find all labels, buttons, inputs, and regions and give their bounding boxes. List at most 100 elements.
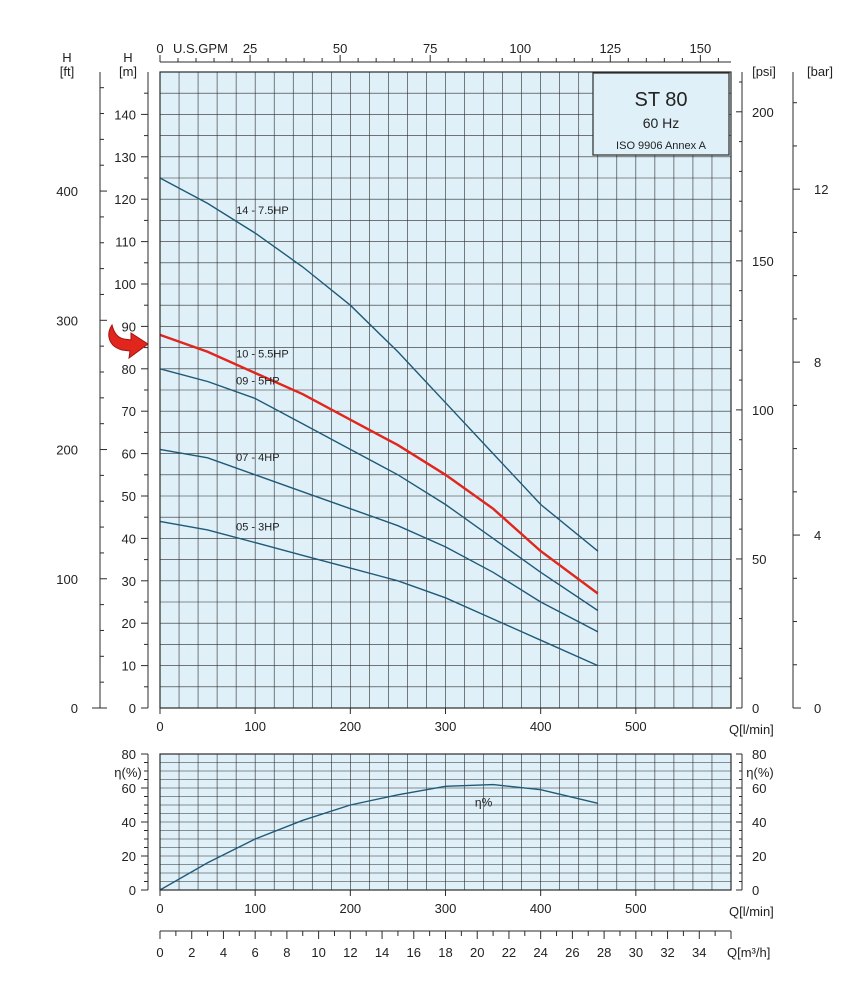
head-m-tick-label: 130: [114, 150, 136, 165]
head-m-tick-label: 10: [122, 659, 136, 674]
head-ft-tick-label: 0: [71, 701, 78, 716]
m3h-tick-label: 24: [533, 945, 547, 960]
m3h-tick-label: 34: [692, 945, 706, 960]
flow-lmin-axis-title-top: Q[l/min]: [729, 722, 774, 737]
tick-label-lmin: 0: [156, 719, 163, 734]
m3h-tick-label: 28: [597, 945, 611, 960]
head-m-tick-label: 30: [122, 574, 136, 589]
head-curve-1: [159, 333, 599, 595]
psi-tick-label: 0: [752, 701, 759, 716]
head-m-tick-label: 50: [122, 489, 136, 504]
flow-gpm-axis: 0 25 50 75 100 125 150: [156, 41, 731, 63]
head-curve-label-2: 09 - 5HP: [236, 376, 279, 388]
eff-left-tick-label: 0: [129, 883, 136, 898]
head-m-tick-label: 0: [129, 701, 136, 716]
eff-left-tick-label: 40: [122, 815, 136, 830]
m3h-tick-label: 4: [220, 945, 227, 960]
head-ft-axis-title: H: [62, 50, 71, 65]
tick-label-lmin: 500: [625, 901, 647, 916]
eff-right-tick-label: 60: [752, 781, 766, 796]
gpm-tick-label: 75: [423, 41, 437, 56]
head-ft-tick-label: 300: [56, 313, 78, 328]
head-ft-axis: 0 100 200 300 400: [56, 72, 107, 716]
tick-label-lmin: 300: [435, 719, 457, 734]
head-curves: [159, 177, 599, 667]
red-arrow-shape: [108, 323, 149, 360]
bar-axis-unit: [bar]: [807, 64, 833, 79]
m3h-tick-label: 8: [283, 945, 290, 960]
head-curve-2: [159, 368, 599, 612]
head-m-tick-label: 40: [122, 531, 136, 546]
tick-label-lmin: 500: [625, 719, 647, 734]
bar-tick-label: 12: [814, 182, 828, 197]
head-m-tick-label: 140: [114, 107, 136, 122]
efficiency-right-axis-title: η(%): [746, 765, 773, 780]
flow-m3h-axis-title: Q[m³/h]: [727, 945, 770, 960]
head-m-tick-label: 90: [122, 319, 136, 334]
head-curve-0: [159, 177, 599, 552]
tick-label-lmin: 0: [156, 901, 163, 916]
gpm-tick-label: 150: [690, 41, 712, 56]
gpm-tick-label: 25: [243, 41, 257, 56]
efficiency-plot: η%: [159, 753, 732, 891]
eff-right-tick-label: 40: [752, 815, 766, 830]
m3h-tick-label: 6: [252, 945, 259, 960]
efficiency-right-axis: 0 20 40 60 80: [736, 747, 766, 898]
m3h-tick-label: 20: [470, 945, 484, 960]
head-curve-label-4: 05 - 3HP: [236, 522, 279, 534]
flow-m3h-axis: 0 2 4 6 8 10 12 14 16 18 20 22 24 26 28 30 32 34: [156, 930, 732, 960]
head-ft-tick-label: 400: [56, 184, 78, 199]
title-box: ST 80 60 Hz ISO 9906 Annex A: [592, 72, 730, 156]
gpm-axis-title: U.S.GPM: [173, 41, 228, 56]
head-ft-tick-label: 200: [56, 443, 78, 458]
m3h-tick-label: 16: [407, 945, 421, 960]
flow-lmin-axis-top-plot: 0 100 200 300 400 500: [156, 708, 647, 734]
frequency-label: 60 Hz: [643, 115, 680, 131]
head-curve-label-1: 10 - 5.5HP: [236, 349, 289, 361]
head-m-tick-label: 100: [114, 277, 136, 292]
head-curve-label-3: 07 - 4HP: [236, 452, 279, 464]
gpm-tick-label: 100: [509, 41, 531, 56]
head-m-axis: 0 10 20 30 40 50 60 70 80 90 100 110 120 130 140: [114, 72, 149, 716]
tick-label-lmin: 400: [530, 719, 552, 734]
tick-label-lmin: 400: [530, 901, 552, 916]
eff-left-tick-label: 80: [122, 747, 136, 762]
eff-left-tick-label: 60: [122, 781, 136, 796]
head-curve-3: [159, 448, 599, 633]
head-m-tick-label: 120: [114, 192, 136, 207]
psi-tick-label: 100: [752, 403, 774, 418]
eff-right-tick-label: 0: [752, 883, 759, 898]
head-ft-tick-label: 100: [56, 572, 78, 587]
efficiency-left-axis: 0 20 40 60 80: [122, 747, 149, 898]
efficiency-curve-group: η%: [159, 783, 598, 891]
m3h-tick-label: 10: [311, 945, 325, 960]
m3h-tick-label: 32: [660, 945, 674, 960]
eff-right-tick-label: 80: [752, 747, 766, 762]
efficiency-left-axis-title: η(%): [114, 765, 141, 780]
eff-left-tick-label: 20: [122, 849, 136, 864]
efficiency-curve: [159, 783, 598, 891]
head-curve-4: [159, 520, 599, 667]
psi-axis-unit: [psi]: [752, 64, 776, 79]
standard-label: ISO 9906 Annex A: [616, 140, 707, 152]
head-ft-axis-unit: [ft]: [60, 64, 74, 79]
flow-lmin-axis-eff-plot: 0 100 200 300 400 500: [156, 890, 647, 916]
head-m-axis-unit: [m]: [119, 64, 137, 79]
head-m-tick-label: 20: [122, 616, 136, 631]
title-box-frame: [592, 72, 730, 156]
m3h-tick-label: 30: [629, 945, 643, 960]
m3h-tick-label: 14: [375, 945, 389, 960]
tick-label-lmin: 300: [435, 901, 457, 916]
tick-label-lmin: 200: [339, 901, 361, 916]
head-curve-labels: 14 - 7.5HP 10 - 5.5HP 09 - 5HP 07 - 4HP 05 -…: [236, 205, 289, 533]
m3h-tick-label: 2: [188, 945, 195, 960]
model-name: ST 80: [635, 89, 688, 111]
gpm-tick-label: 125: [599, 41, 621, 56]
bar-tick-label: 0: [814, 701, 821, 716]
pressure-psi-axis: 0 50 100 150 200: [736, 72, 774, 716]
m3h-tick-label: 22: [502, 945, 516, 960]
head-m-axis-title: H: [123, 50, 132, 65]
psi-tick-label: 50: [752, 552, 766, 567]
head-curve-label-0: 14 - 7.5HP: [236, 205, 289, 217]
